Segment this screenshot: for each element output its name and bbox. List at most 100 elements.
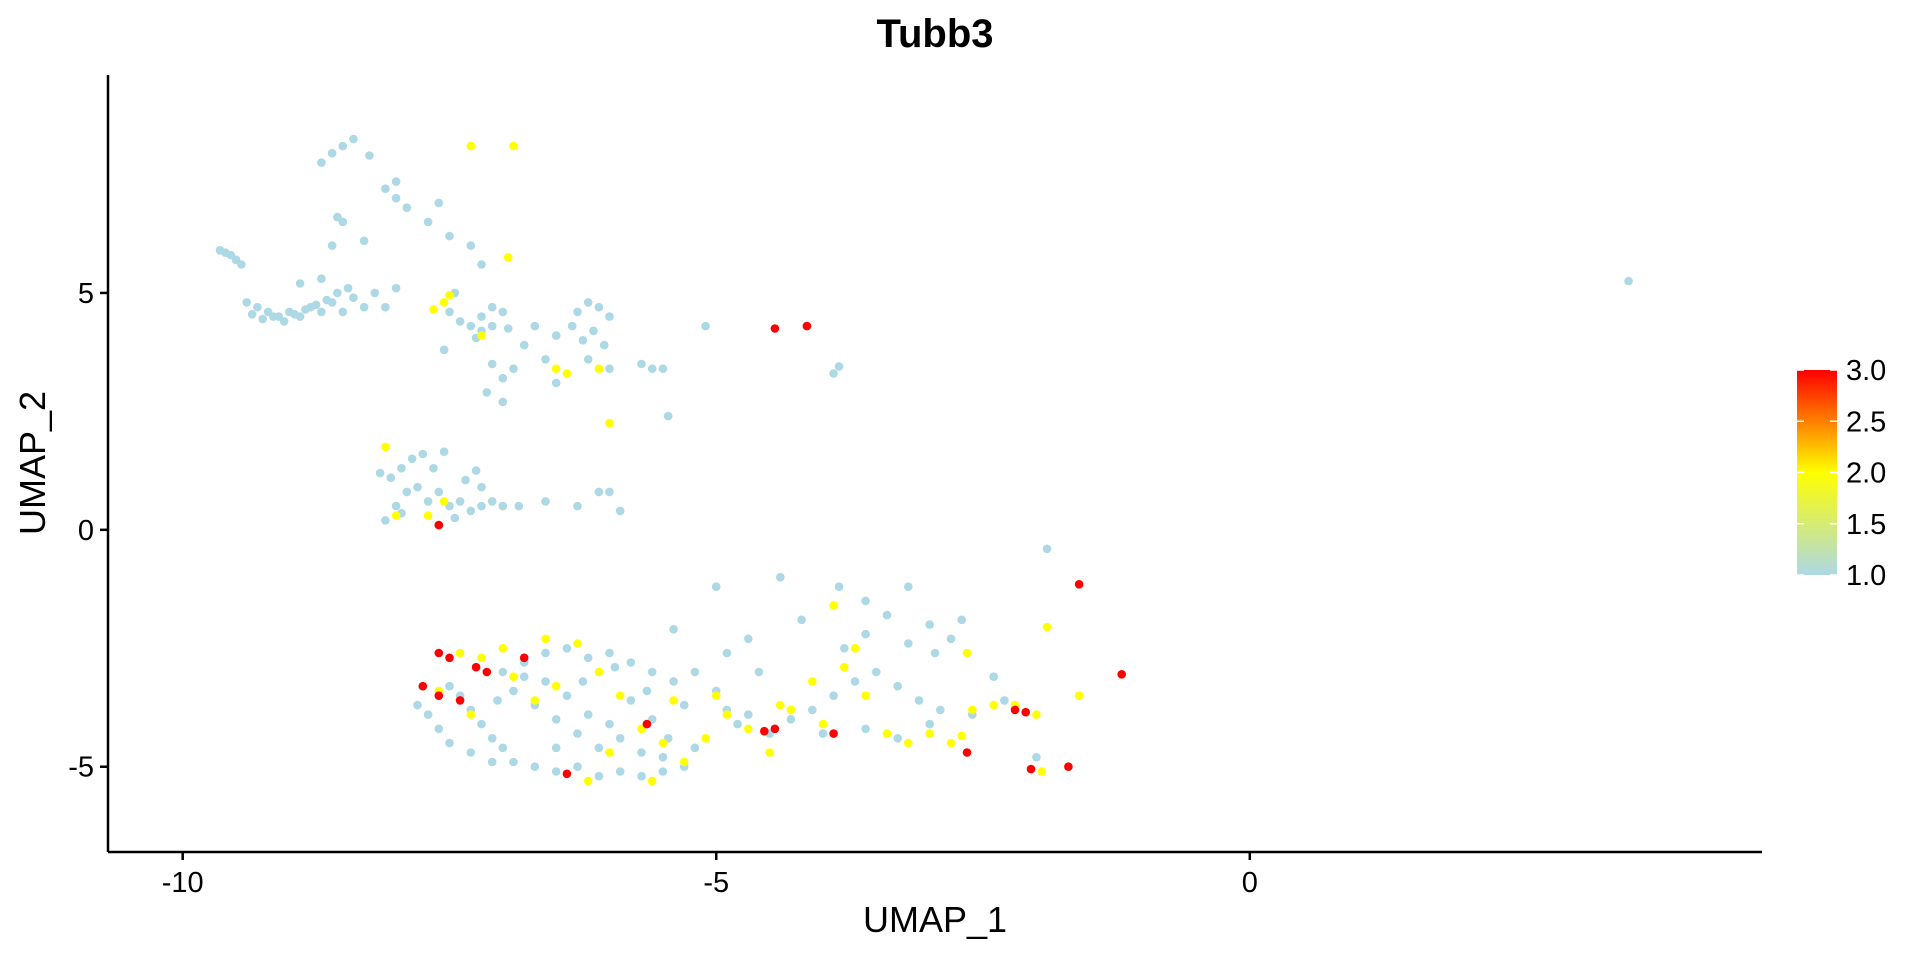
data-point: [861, 691, 870, 700]
data-point: [466, 710, 476, 719]
data-point: [946, 634, 956, 644]
data-point: [439, 497, 449, 506]
data-point: [711, 691, 721, 700]
data-point: [407, 454, 417, 464]
data-point: [962, 748, 972, 757]
data-point: [509, 364, 518, 374]
data-point: [658, 752, 668, 762]
data-point: [482, 667, 492, 677]
data-point: [418, 681, 428, 691]
data-point: [701, 734, 710, 743]
data-point: [466, 321, 476, 331]
data-point: [829, 729, 838, 738]
data-point: [391, 283, 401, 293]
data-point: [413, 700, 422, 710]
data-point: [722, 710, 732, 719]
data-point: [466, 506, 476, 516]
data-point: [744, 710, 753, 719]
x-axis-ticks: -10 -5 0: [162, 852, 1258, 899]
data-point: [386, 473, 396, 483]
data-point: [509, 686, 518, 696]
data-point: [893, 734, 902, 743]
data-point: [242, 298, 251, 307]
colorbar-legend: 1.0 1.5 2.0 2.5 3.0: [1797, 355, 1886, 592]
data-point: [573, 762, 582, 771]
data-point: [445, 738, 454, 748]
data-point: [850, 677, 860, 686]
data-point: [455, 497, 465, 506]
data-point: [551, 331, 561, 340]
data-point: [359, 302, 369, 312]
data-point: [434, 487, 444, 497]
data-point: [850, 644, 860, 653]
data-point: [605, 648, 614, 658]
data-point: [605, 719, 614, 729]
data-point: [429, 305, 438, 314]
data-point: [1000, 696, 1009, 705]
data-point: [647, 667, 657, 677]
data-point: [567, 321, 577, 331]
data-point: [786, 705, 796, 715]
data-point: [573, 501, 582, 511]
data-point: [573, 307, 582, 317]
data-point: [583, 653, 593, 663]
data-point: [530, 696, 540, 705]
data-point: [338, 307, 348, 317]
data-point: [834, 362, 844, 371]
data-point: [487, 497, 497, 506]
data-point: [882, 610, 892, 620]
data-point: [818, 719, 828, 729]
data-point: [797, 615, 806, 625]
data-point: [349, 134, 358, 144]
data-point: [1010, 705, 1020, 715]
data-point: [317, 158, 326, 167]
data-point: [840, 662, 849, 672]
data-point: [423, 710, 433, 719]
data-point: [818, 729, 828, 738]
data-point: [471, 662, 481, 672]
colorbar-tick-label: 2.0: [1846, 458, 1886, 490]
data-point: [477, 312, 486, 321]
data-point: [434, 724, 444, 734]
data-point: [1074, 691, 1084, 700]
data-point: [455, 317, 465, 326]
data-point: [594, 302, 604, 312]
data-point: [893, 681, 902, 691]
data-point: [487, 302, 497, 312]
data-point: [333, 288, 342, 298]
data-point: [573, 639, 582, 648]
data-point: [541, 497, 550, 506]
data-point: [455, 696, 465, 705]
data-point: [477, 719, 486, 729]
data-point: [493, 696, 502, 705]
y-tick-label: 0: [78, 515, 94, 547]
data-point: [594, 743, 604, 753]
data-point: [1042, 544, 1052, 554]
data-point: [439, 298, 449, 307]
data-point: [1021, 707, 1030, 717]
data-point: [455, 648, 465, 658]
data-point: [221, 248, 230, 257]
data-point: [637, 748, 646, 757]
data-point: [551, 378, 561, 388]
data-point: [466, 141, 476, 151]
data-point: [498, 743, 508, 753]
data-point: [776, 700, 785, 710]
data-point: [338, 141, 348, 151]
data-point: [733, 719, 742, 729]
data-point: [311, 300, 321, 310]
data-point: [279, 317, 289, 326]
data-point: [658, 738, 668, 748]
data-point: [423, 511, 433, 520]
data-point: [776, 572, 785, 582]
data-point: [770, 724, 780, 734]
data-point: [381, 184, 390, 193]
data-point: [1037, 767, 1046, 776]
data-point: [477, 260, 486, 269]
y-axis-ticks: -5 0 5: [68, 278, 108, 784]
data-point: [477, 482, 486, 492]
data-point: [669, 696, 678, 705]
data-point: [861, 629, 870, 639]
data-point: [930, 648, 940, 658]
